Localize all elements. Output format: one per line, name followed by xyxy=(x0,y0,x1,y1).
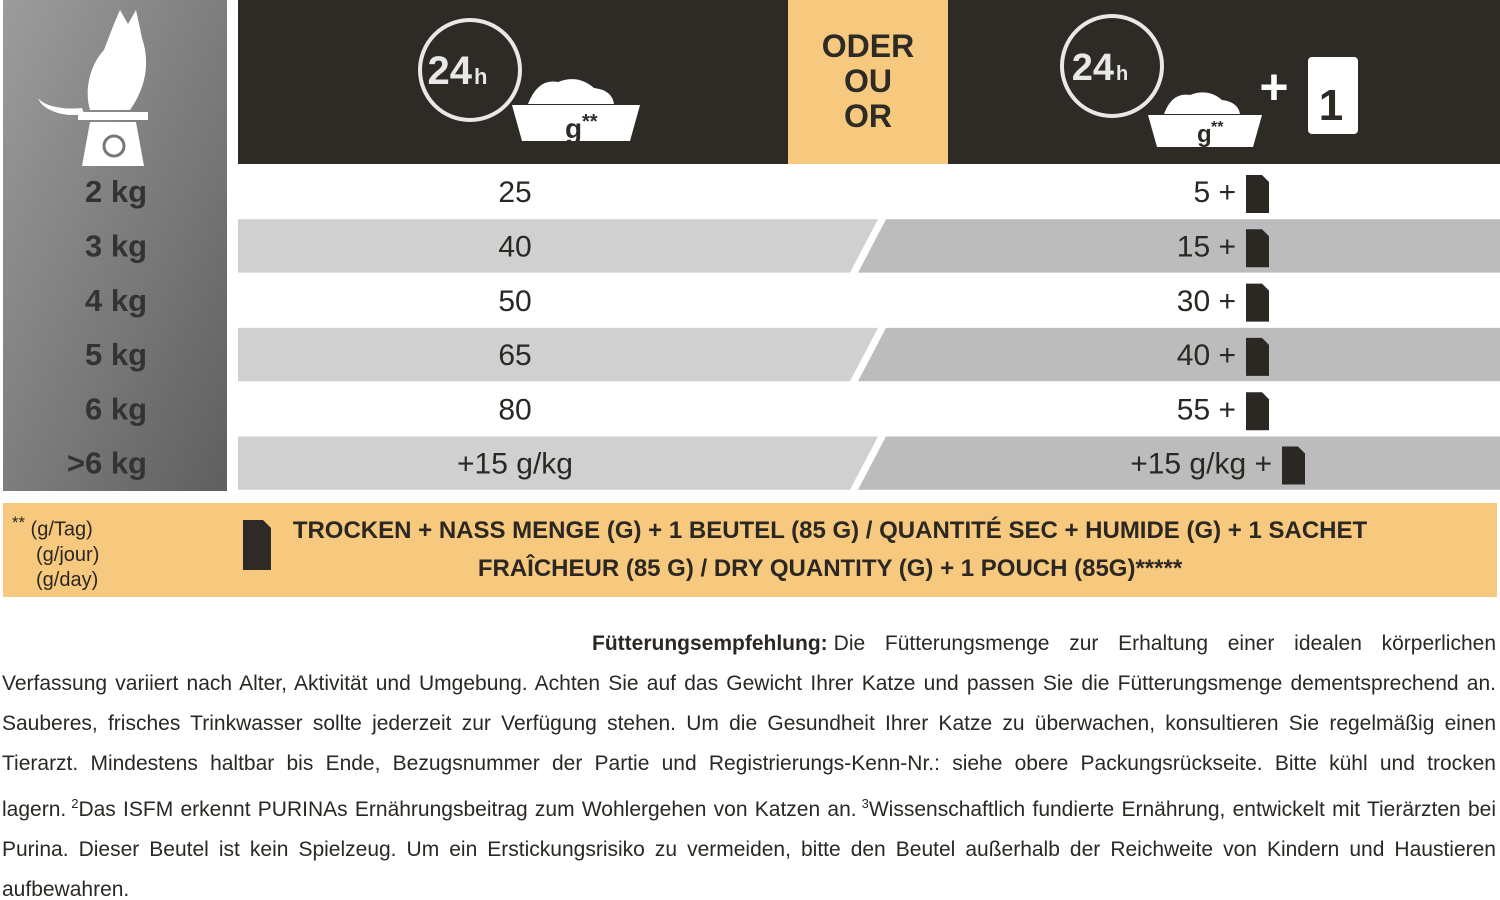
pouch-icon xyxy=(1246,283,1269,322)
row-band xyxy=(238,327,878,382)
row-band xyxy=(858,436,1500,490)
or-band xyxy=(788,0,948,164)
kibble-icon xyxy=(1164,92,1240,114)
text: Die Fütterungsmenge zur Erhaltung einer … xyxy=(2,632,1496,821)
bowl-icon xyxy=(1148,115,1262,147)
clock-text: 24 xyxy=(428,49,473,93)
wet-amount: 30 + xyxy=(1177,285,1236,318)
clock-text: 24 xyxy=(1072,47,1114,89)
bowl-icon xyxy=(512,105,640,141)
cat-on-scale-icon xyxy=(38,10,148,166)
bowl-label: g xyxy=(1197,121,1212,148)
dry-amount: 25 xyxy=(498,176,531,209)
feeding-recommendation: Fütterungsempfehlung: Die Fütterungsmenge… xyxy=(2,624,1496,900)
row-band xyxy=(238,219,878,273)
or-label: ODER xyxy=(822,28,914,64)
pouch-icon xyxy=(243,520,271,570)
row-band xyxy=(858,219,1500,273)
wet-amount: 55 + xyxy=(1177,393,1236,426)
dry-amount: 40 xyxy=(498,230,531,263)
unit: (g/Tag) xyxy=(30,518,93,541)
dry-amount: 50 xyxy=(498,285,531,318)
wet-amount: 40 + xyxy=(1177,339,1236,372)
text: Wissenschaftlich fundierte Ernährung, en… xyxy=(2,798,1497,900)
pouch-icon xyxy=(1246,337,1269,376)
footnote-unit: ** (g/Tag) xyxy=(12,510,99,543)
text: Das ISFM erkennt PURINAs Ernährungsbeitr… xyxy=(78,798,857,821)
kibble-icon xyxy=(528,79,614,104)
weight-label: 3 kg xyxy=(85,228,147,263)
wet-amount: +15 g/kg + xyxy=(1130,448,1272,481)
dry-amount: +15 g/kg xyxy=(457,448,573,481)
row-band xyxy=(238,436,878,490)
pouch-icon xyxy=(1282,446,1305,485)
clock-unit: h xyxy=(474,64,487,89)
weight-label: 5 kg xyxy=(85,337,147,372)
pouch-icon xyxy=(1308,57,1358,134)
superscript: 3 xyxy=(861,796,869,811)
dry-amount: 80 xyxy=(498,393,531,426)
dry-amount: 65 xyxy=(498,339,531,372)
row-band xyxy=(858,327,1500,382)
or-label: OU xyxy=(844,63,892,99)
wet-amount: 15 + xyxy=(1177,230,1236,263)
weight-label: 2 kg xyxy=(85,174,147,209)
weight-label: 6 kg xyxy=(85,391,147,426)
weight-label: 4 kg xyxy=(85,283,147,318)
weight-label: >6 kg xyxy=(67,446,147,481)
bowl-mark: ** xyxy=(582,111,598,133)
scale-dial xyxy=(102,134,126,158)
unit: (g/day) xyxy=(36,568,99,591)
pouch-icon xyxy=(1246,229,1269,268)
footnote-marker: ** xyxy=(12,513,25,532)
bowl-mark: ** xyxy=(1211,119,1224,136)
legend-text: TROCKEN + NASS MENGE (G) + 1 BEUTEL (85 … xyxy=(292,517,1368,582)
clock-icons xyxy=(418,14,1164,122)
pouch-icon xyxy=(1246,175,1269,213)
or-label: OR xyxy=(844,98,892,134)
clock-unit: h xyxy=(1116,63,1128,85)
pouch-icon xyxy=(1246,392,1269,431)
bowl-label: g xyxy=(565,113,582,144)
pouch-count: 1 xyxy=(1319,81,1343,130)
unit: (g/jour) xyxy=(36,543,100,566)
footnote-units: ** (g/Tag) (g/jour) (g/day) xyxy=(12,510,99,593)
heading: Fütterungsempfehlung: xyxy=(592,632,828,655)
wet-amount: 5 + xyxy=(1193,176,1236,209)
table-rows: 2 kg 25 5 + 3 kg 40 15 + 4 kg 50 30 + 5 kg 65 40 + 6… xyxy=(67,174,1500,490)
superscript: 2 xyxy=(71,796,79,811)
plus-sign: + xyxy=(1259,59,1288,115)
